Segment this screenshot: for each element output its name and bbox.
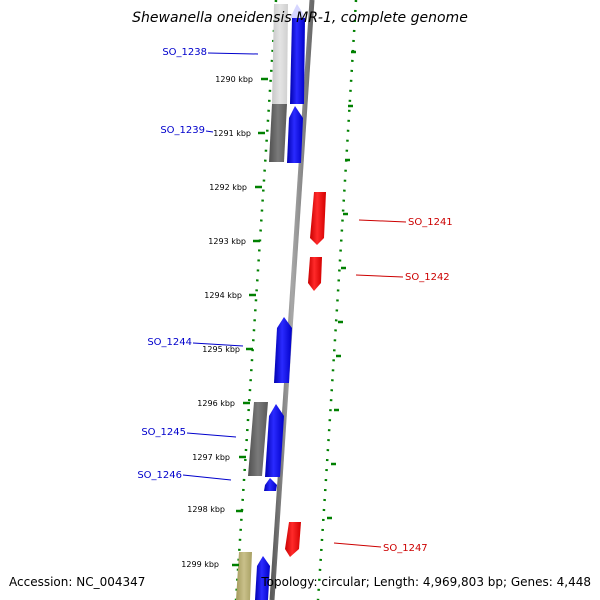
topology-text: Topology: circular; Length: 4,969,803 bp… [260, 575, 591, 589]
gene-label-so-1241[interactable]: SO_1241 [358, 217, 453, 228]
gene-arrow-so-1248[interactable] [255, 556, 270, 600]
gene-label-text: SO_1242 [405, 272, 450, 283]
tick-label: 1297 kbp [192, 453, 230, 462]
tick-label: 1290 kbp [215, 75, 253, 84]
gene-label-text: SO_1239 [160, 125, 205, 136]
tick-1296: 1296 kbp [197, 399, 250, 408]
gene-arrow-fade [290, 4, 306, 18]
gene-arrow-so-1238[interactable] [290, 18, 305, 104]
outer-track-border [316, 0, 358, 600]
tick-label: 1296 kbp [197, 399, 235, 408]
gene-arrow-so-1241[interactable] [310, 192, 326, 245]
gene-arrow-so-1242[interactable] [308, 257, 322, 291]
inner-track-border [234, 0, 278, 600]
genome-backbone [269, 0, 315, 600]
gene-label-so-1245[interactable]: SO_1245 [141, 427, 237, 438]
gene-label-so-1238[interactable]: SO_1238 [162, 47, 259, 58]
tick-label: 1291 kbp [213, 129, 251, 138]
tick-label: 1295 kbp [202, 345, 240, 354]
gene-arrow-so-1245[interactable] [265, 404, 284, 477]
tick-label: 1299 kbp [181, 560, 219, 569]
tick-1299: 1299 kbp [181, 560, 239, 569]
accession-text: Accession: NC_004347 [9, 575, 145, 589]
gene-label-text: SO_1241 [408, 217, 453, 228]
tick-label: 1298 kbp [187, 505, 225, 514]
gene-arrow-so-1244[interactable] [274, 317, 292, 383]
tick-label: 1293 kbp [208, 237, 246, 246]
gene-arrow-so-1247[interactable] [285, 522, 301, 557]
gene-label-so-1247[interactable]: SO_1247 [333, 542, 428, 554]
tick-label: 1292 kbp [209, 183, 247, 192]
gene-label-text: SO_1245 [141, 427, 186, 438]
gene-label-text: SO_1247 [383, 543, 428, 554]
map-title: Shewanella oneidensis MR-1, complete gen… [132, 10, 468, 26]
tick-1290: 1290 kbp [215, 75, 268, 84]
gene-label-text: SO_1246 [137, 470, 182, 481]
tick-label: 1294 kbp [204, 291, 242, 300]
feature-grey-bar [269, 104, 287, 162]
tick-1293: 1293 kbp [208, 237, 260, 246]
tick-1295: 1295 kbp [202, 345, 253, 354]
gene-label-so-1242[interactable]: SO_1242 [355, 272, 450, 283]
gene-label-so-1244[interactable]: SO_1244 [147, 337, 244, 348]
feature-olive-bar [236, 552, 252, 600]
tick-1297: 1297 kbp [192, 453, 246, 462]
gene-label-text: SO_1238 [162, 47, 207, 58]
tick-1294: 1294 kbp [204, 291, 256, 300]
gene-label-text: SO_1244 [147, 337, 192, 348]
tick-1292: 1292 kbp [209, 183, 262, 192]
outer-minor-ticks [327, 50, 356, 520]
gene-label-so-1246[interactable]: SO_1246 [137, 470, 232, 481]
gene-label-so-1239[interactable]: SO_1239 [160, 125, 214, 136]
feature-light-bar [272, 4, 288, 104]
gene-arrow-so-1246[interactable] [264, 478, 277, 491]
tick-1291: 1291 kbp [213, 129, 265, 138]
gene-arrow-so-1239[interactable] [287, 106, 303, 163]
tick-1298: 1298 kbp [187, 505, 243, 514]
feature-grey-bar [248, 402, 268, 476]
